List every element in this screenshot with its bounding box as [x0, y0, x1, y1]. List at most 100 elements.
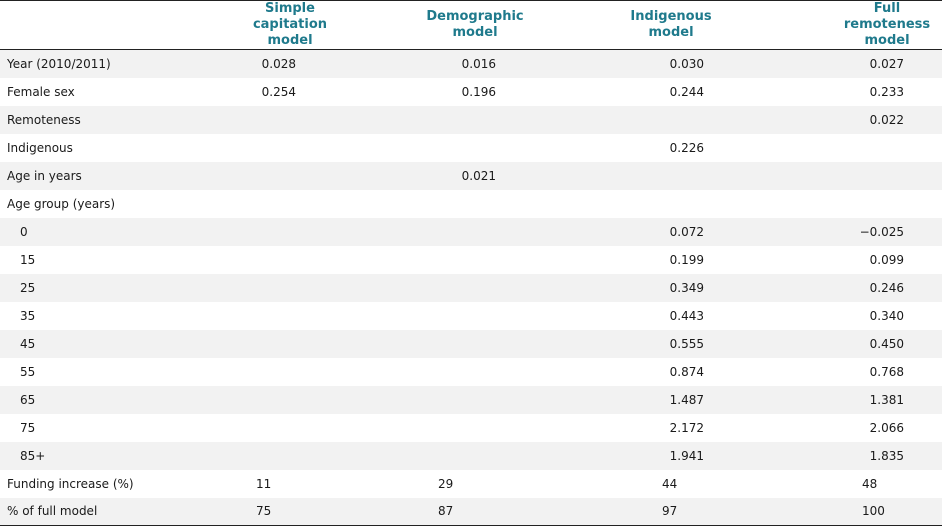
row-label: 25: [20, 280, 36, 295]
header-full-remoteness-model: Full remoteness model: [742, 1, 942, 50]
table-row: 65 1.487 1.381: [0, 385, 942, 414]
table-row: Age group (years): [0, 189, 942, 218]
header-empty: [0, 1, 170, 50]
table-cell: 0.030: [669, 56, 704, 71]
row-label: Year (2010/2011): [7, 56, 111, 71]
table-cell: 0.016: [461, 56, 496, 71]
table-cell: 48: [862, 476, 878, 491]
row-label: Age group (years): [7, 196, 116, 211]
header-line: capitation model: [252, 17, 328, 48]
table-row: 0 0.072 −0.025: [0, 217, 942, 246]
table-cell: 0.340: [869, 308, 904, 323]
table-row: 15 0.199 0.099: [0, 245, 942, 274]
table-cell: 11: [256, 476, 272, 491]
row-label: 45: [20, 336, 36, 351]
table-cell: 1.835: [869, 448, 904, 463]
table-cell: [170, 274, 340, 302]
table-cell: 100: [862, 504, 885, 519]
table-cell: [540, 190, 742, 218]
header-demographic-model: Demographic model: [340, 1, 540, 50]
table-row: Age in years 0.021: [0, 161, 942, 190]
table-cell: 2.172: [669, 420, 704, 435]
table-cell: [340, 302, 540, 330]
table-cell: 0.072: [669, 224, 704, 239]
table-row: 35 0.443 0.340: [0, 301, 942, 330]
row-label: 85+: [20, 448, 46, 463]
table-cell: [170, 246, 340, 274]
table-cell: 1.381: [869, 392, 904, 407]
header-row: Simple capitation model Demographic mode…: [0, 0, 942, 50]
header-line: Full remoteness: [843, 1, 931, 32]
table-cell: [340, 330, 540, 358]
table-cell: 0.099: [869, 252, 904, 267]
table-cell: 0.349: [669, 280, 704, 295]
table-cell: 87: [438, 504, 454, 519]
table-cell: 0.233: [869, 84, 904, 99]
table-cell: [742, 134, 942, 162]
table-cell: 0.254: [261, 84, 296, 99]
table-cell: 75: [256, 504, 272, 519]
table-cell: [170, 106, 340, 134]
table-cell: [340, 274, 540, 302]
table-cell: [340, 134, 540, 162]
row-label: 0: [20, 224, 28, 239]
header-line: model: [864, 33, 910, 48]
row-label: Indigenous: [7, 140, 73, 155]
table-cell: [170, 218, 340, 246]
table-cell: [170, 414, 340, 442]
table-cell: 1.487: [669, 392, 704, 407]
table-row: Year (2010/2011) 0.028 0.016 0.030 0.027: [0, 49, 942, 78]
table-cell: 97: [662, 504, 678, 519]
table-cell: 1.941: [669, 448, 704, 463]
row-label: 65: [20, 392, 36, 407]
table-cell: 29: [438, 476, 454, 491]
table-cell: [540, 106, 742, 134]
table-cell: [340, 358, 540, 386]
row-label: 55: [20, 364, 36, 379]
table-cell: [340, 218, 540, 246]
table-cell: 0.874: [669, 364, 704, 379]
table-row: 45 0.555 0.450: [0, 329, 942, 358]
table-row: Indigenous 0.226: [0, 133, 942, 162]
table-row: Female sex 0.254 0.196 0.244 0.233: [0, 77, 942, 106]
table-cell: [742, 190, 942, 218]
row-label: Remoteness: [7, 112, 81, 127]
header-indigenous-model: Indigenous model: [540, 1, 742, 50]
table-cell: 0.022: [869, 112, 904, 127]
row-label: Female sex: [7, 84, 75, 99]
table-body: Year (2010/2011) 0.028 0.016 0.030 0.027 Fema…: [0, 49, 942, 526]
table-cell: 0.768: [869, 364, 904, 379]
table-row: Funding increase (%) 11 29 44 48: [0, 469, 942, 498]
header-simple-capitation-model: Simple capitation model: [170, 1, 340, 50]
table-cell: 0.244: [669, 84, 704, 99]
row-label: 75: [20, 420, 36, 435]
table-cell: 0.199: [669, 252, 704, 267]
row-label: Age in years: [7, 168, 82, 183]
table-cell: [170, 442, 340, 470]
header-line: model: [648, 25, 694, 40]
table-cell: [340, 442, 540, 470]
table-cell: −0.025: [859, 224, 904, 239]
row-label: 35: [20, 308, 36, 323]
table-cell: [540, 162, 742, 190]
table-row: Remoteness 0.022: [0, 105, 942, 134]
table-cell: [170, 330, 340, 358]
row-label: % of full model: [7, 504, 98, 519]
table-header: Simple capitation model Demographic mode…: [0, 0, 942, 50]
table-row: % of full model 75 87 97 100: [0, 497, 942, 526]
table-cell: [170, 162, 340, 190]
table-cell: [340, 190, 540, 218]
table-cell: 0.226: [669, 140, 704, 155]
table-cell: [340, 246, 540, 274]
table-cell: 0.021: [461, 168, 496, 183]
table-cell: [340, 386, 540, 414]
table-cell: [170, 302, 340, 330]
table-cell: [170, 358, 340, 386]
table-cell: [340, 414, 540, 442]
table-row: 75 2.172 2.066: [0, 413, 942, 442]
header-line: Simple: [265, 1, 315, 16]
header-line: model: [452, 25, 498, 40]
table-cell: 0.028: [261, 56, 296, 71]
table-cell: [742, 162, 942, 190]
table-cell: [170, 134, 340, 162]
